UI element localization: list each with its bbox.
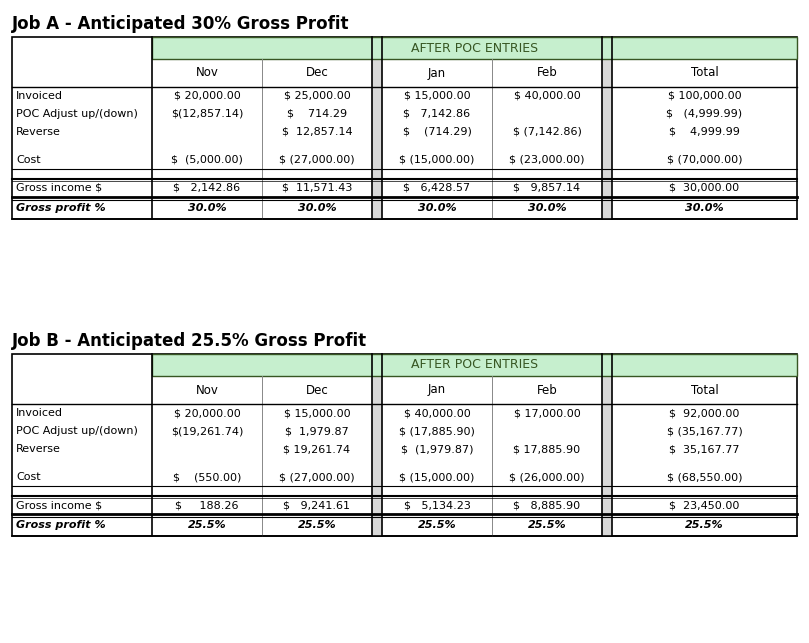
Bar	[372, 354, 382, 536]
Text: $(12,857.14): $(12,857.14)	[171, 109, 244, 119]
Bar	[12, 354, 797, 536]
Text: $   (4,999.99): $ (4,999.99)	[667, 109, 743, 119]
Text: $ (35,167.77): $ (35,167.77)	[667, 426, 743, 436]
Text: $  (1,979.87): $ (1,979.87)	[400, 444, 473, 454]
Text: $    714.29: $ 714.29	[287, 109, 347, 119]
Text: $ 19,261.74: $ 19,261.74	[283, 444, 350, 454]
Text: $   6,428.57: $ 6,428.57	[404, 183, 471, 193]
Text: $   9,241.61: $ 9,241.61	[283, 500, 350, 510]
Text: $    (714.29): $ (714.29)	[403, 127, 472, 137]
Text: $ 20,000.00: $ 20,000.00	[174, 408, 240, 418]
Text: $  (5,000.00): $ (5,000.00)	[171, 155, 243, 165]
Text: AFTER POC ENTRIES: AFTER POC ENTRIES	[411, 359, 538, 372]
Text: $ (15,000.00): $ (15,000.00)	[400, 472, 475, 482]
Text: $  35,167.77: $ 35,167.77	[669, 444, 739, 454]
Text: Gross income $: Gross income $	[16, 500, 102, 510]
Text: $  23,450.00: $ 23,450.00	[669, 500, 739, 510]
Text: $ 40,000.00: $ 40,000.00	[404, 408, 470, 418]
Text: $ 15,000.00: $ 15,000.00	[404, 91, 470, 101]
Bar	[372, 37, 382, 219]
Text: Reverse: Reverse	[16, 127, 61, 137]
Text: Dec: Dec	[306, 383, 328, 397]
Text: 25.5%: 25.5%	[298, 520, 337, 530]
Text: 25.5%: 25.5%	[685, 520, 724, 530]
Bar	[602, 354, 612, 536]
Text: $  11,571.43: $ 11,571.43	[282, 183, 352, 193]
Text: $ 15,000.00: $ 15,000.00	[284, 408, 350, 418]
Text: $ (7,142.86): $ (7,142.86)	[513, 127, 582, 137]
Text: $     188.26: $ 188.26	[176, 500, 239, 510]
Text: $   7,142.86: $ 7,142.86	[404, 109, 471, 119]
Bar	[602, 37, 612, 219]
Text: $  12,857.14: $ 12,857.14	[282, 127, 352, 137]
Text: Nov: Nov	[196, 66, 218, 80]
Text: $  30,000.00: $ 30,000.00	[669, 183, 739, 193]
Text: Jan: Jan	[428, 383, 446, 397]
Text: 30.0%: 30.0%	[298, 203, 337, 213]
Text: Total: Total	[691, 383, 718, 397]
Text: $ 100,000.00: $ 100,000.00	[667, 91, 741, 101]
Bar	[152, 37, 797, 59]
Text: Nov: Nov	[196, 383, 218, 397]
Text: Job A - Anticipated 30% Gross Profit: Job A - Anticipated 30% Gross Profit	[12, 15, 349, 33]
Text: $ (68,550.00): $ (68,550.00)	[667, 472, 742, 482]
Text: Cost: Cost	[16, 472, 40, 482]
Text: $ (23,000.00): $ (23,000.00)	[509, 155, 585, 165]
Text: $(19,261.74): $(19,261.74)	[171, 426, 244, 436]
Text: Invoiced: Invoiced	[16, 91, 63, 101]
Text: $    (550.00): $ (550.00)	[173, 472, 241, 482]
Text: $ 17,000.00: $ 17,000.00	[514, 408, 580, 418]
Text: 30.0%: 30.0%	[685, 203, 724, 213]
Text: $   9,857.14: $ 9,857.14	[514, 183, 581, 193]
Text: Feb: Feb	[536, 66, 557, 80]
Text: $ (27,000.00): $ (27,000.00)	[279, 155, 355, 165]
Text: 25.5%: 25.5%	[527, 520, 566, 530]
Text: Jan: Jan	[428, 66, 446, 80]
Text: Dec: Dec	[306, 66, 328, 80]
Text: Gross profit %: Gross profit %	[16, 520, 106, 530]
Text: $  92,000.00: $ 92,000.00	[669, 408, 739, 418]
Text: Job B - Anticipated 25.5% Gross Profit: Job B - Anticipated 25.5% Gross Profit	[12, 332, 367, 350]
Bar	[152, 354, 797, 376]
Text: Total: Total	[691, 66, 718, 80]
Text: Gross profit %: Gross profit %	[16, 203, 106, 213]
Text: 30.0%: 30.0%	[188, 203, 227, 213]
Text: $ 20,000.00: $ 20,000.00	[174, 91, 240, 101]
Text: $   5,134.23: $ 5,134.23	[404, 500, 471, 510]
Text: $ (27,000.00): $ (27,000.00)	[279, 472, 355, 482]
Text: POC Adjust up/(down): POC Adjust up/(down)	[16, 109, 138, 119]
Text: $ (70,000.00): $ (70,000.00)	[667, 155, 742, 165]
Text: 25.5%: 25.5%	[188, 520, 227, 530]
Text: Reverse: Reverse	[16, 444, 61, 454]
Text: $ (15,000.00): $ (15,000.00)	[400, 155, 475, 165]
Text: 30.0%: 30.0%	[417, 203, 456, 213]
Text: POC Adjust up/(down): POC Adjust up/(down)	[16, 426, 138, 436]
Text: Gross income $: Gross income $	[16, 183, 102, 193]
Text: $   8,885.90: $ 8,885.90	[514, 500, 581, 510]
Text: $    4,999.99: $ 4,999.99	[669, 127, 740, 137]
Text: $ 25,000.00: $ 25,000.00	[284, 91, 350, 101]
Text: Feb: Feb	[536, 383, 557, 397]
Text: $ (26,000.00): $ (26,000.00)	[509, 472, 585, 482]
Text: 25.5%: 25.5%	[417, 520, 456, 530]
Bar	[12, 37, 797, 219]
Text: $ 17,885.90: $ 17,885.90	[514, 444, 581, 454]
Text: $ (17,885.90): $ (17,885.90)	[399, 426, 475, 436]
Text: 30.0%: 30.0%	[527, 203, 566, 213]
Text: AFTER POC ENTRIES: AFTER POC ENTRIES	[411, 42, 538, 55]
Text: $ 40,000.00: $ 40,000.00	[514, 91, 580, 101]
Text: Cost: Cost	[16, 155, 40, 165]
Text: $   2,142.86: $ 2,142.86	[173, 183, 240, 193]
Text: Invoiced: Invoiced	[16, 408, 63, 418]
Text: $  1,979.87: $ 1,979.87	[285, 426, 349, 436]
